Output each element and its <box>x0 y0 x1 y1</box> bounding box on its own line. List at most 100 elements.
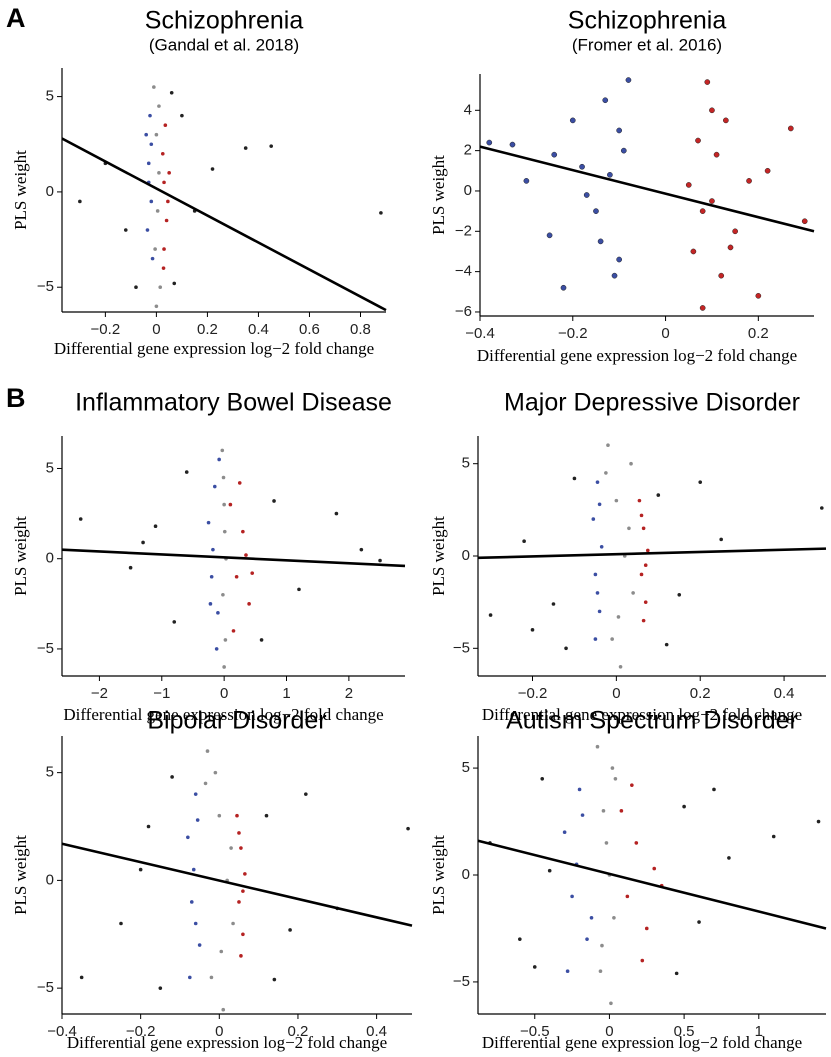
point <box>241 529 245 534</box>
x-tick-label: −0.4 <box>465 325 495 342</box>
regression-line <box>61 548 406 568</box>
point <box>229 846 233 850</box>
y-tick-label: −5 <box>37 979 54 996</box>
point <box>145 228 150 232</box>
point <box>640 958 645 963</box>
point <box>237 900 241 904</box>
point <box>639 572 644 577</box>
x-tick-label: −0.5 <box>520 1023 550 1040</box>
point <box>241 889 245 893</box>
y-tick-label: −2 <box>455 222 472 239</box>
point <box>217 457 221 462</box>
point <box>297 587 301 592</box>
y-tick-label: 0 <box>464 182 472 199</box>
chart-title: Inflammatory Bowel Disease <box>75 389 392 417</box>
point <box>593 637 598 641</box>
point <box>509 141 516 148</box>
y-axis-label: PLS weight <box>429 835 448 915</box>
point <box>631 591 635 595</box>
point <box>610 766 615 770</box>
point <box>195 818 200 822</box>
point <box>214 647 219 651</box>
point <box>523 178 530 184</box>
chart-title: Major Depressive Disorder <box>504 389 800 417</box>
point <box>149 142 154 147</box>
y-tick-label: 0 <box>462 866 470 883</box>
point <box>170 775 174 779</box>
point <box>699 305 706 311</box>
point <box>221 592 225 597</box>
point <box>157 171 161 175</box>
point <box>379 211 383 215</box>
y-tick-label: 5 <box>46 459 54 476</box>
chart-subtitle: (Gandal et al. 2018) <box>149 35 299 54</box>
point <box>235 813 239 818</box>
point <box>551 151 558 158</box>
x-tick-label: 0.8 <box>350 321 371 338</box>
point <box>209 975 214 980</box>
point <box>595 480 600 484</box>
point <box>589 915 594 920</box>
point <box>597 609 602 614</box>
point <box>228 502 233 507</box>
point <box>764 167 771 174</box>
point <box>241 932 245 937</box>
x-tick-label: 0.2 <box>690 685 711 702</box>
point <box>630 783 634 787</box>
point <box>150 256 155 261</box>
point <box>222 665 226 669</box>
point <box>685 182 692 188</box>
point <box>213 770 218 775</box>
point <box>604 471 608 475</box>
point <box>193 921 198 926</box>
point <box>152 85 156 89</box>
point <box>637 498 642 503</box>
y-tick-label: 2 <box>464 142 472 159</box>
point <box>597 238 604 245</box>
y-axis-label: PLS weight <box>429 516 448 596</box>
point <box>583 192 590 198</box>
point <box>723 117 729 124</box>
y-tick-label: −4 <box>455 263 472 280</box>
point <box>616 615 621 619</box>
point <box>208 602 213 606</box>
regression-line <box>477 839 827 930</box>
x-tick-label: 0 <box>215 1023 223 1040</box>
x-tick-label: 1 <box>282 685 290 702</box>
point <box>690 248 697 255</box>
point <box>146 161 151 166</box>
point <box>250 571 255 575</box>
point <box>128 565 133 570</box>
y-tick-label: 4 <box>464 101 472 118</box>
point <box>801 218 808 225</box>
regression-line <box>61 842 413 927</box>
point <box>272 977 277 982</box>
point <box>643 563 648 568</box>
y-tick-label: 5 <box>46 764 54 781</box>
point <box>611 272 618 279</box>
point <box>709 198 715 204</box>
point <box>155 209 160 213</box>
x-tick-label: −1 <box>153 685 170 702</box>
y-tick-label: −5 <box>453 639 470 656</box>
regression-line <box>61 137 387 312</box>
point <box>167 171 171 175</box>
x-tick-label: −0.2 <box>558 325 588 342</box>
point <box>677 592 682 597</box>
y-tick-label: −5 <box>453 973 470 990</box>
point <box>237 831 241 835</box>
point <box>570 894 574 899</box>
point <box>697 920 701 924</box>
point <box>259 638 264 642</box>
point <box>164 218 169 223</box>
point <box>564 646 568 651</box>
point <box>727 244 734 251</box>
point <box>712 787 716 792</box>
point <box>119 921 123 926</box>
chart-title: Schizophrenia <box>568 7 727 35</box>
point <box>619 809 624 813</box>
point <box>609 1001 613 1006</box>
point <box>166 199 170 204</box>
point <box>153 524 158 529</box>
point <box>610 637 614 641</box>
